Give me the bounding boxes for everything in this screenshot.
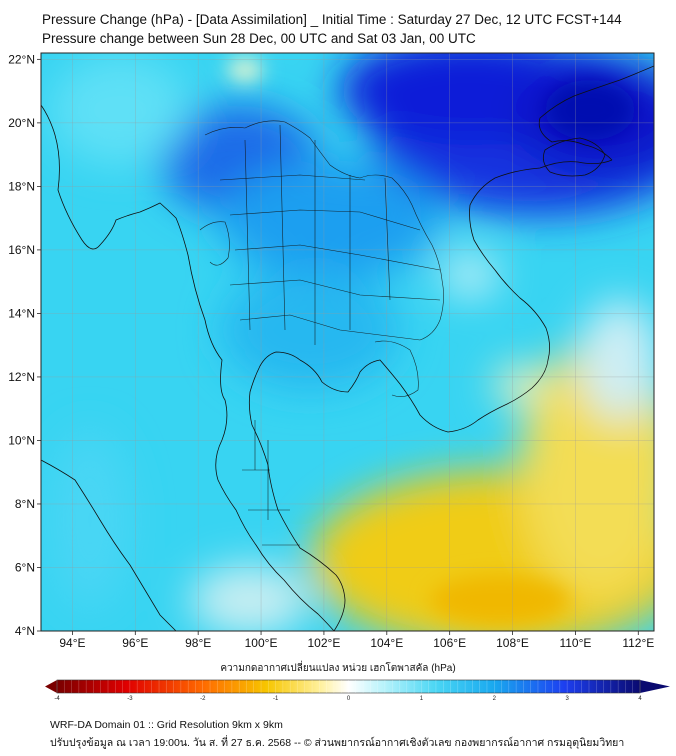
lat-label: 20°N bbox=[8, 116, 35, 130]
lat-label: 14°N bbox=[8, 306, 35, 320]
lon-label: 96°E bbox=[122, 636, 148, 650]
colorbar-low-extension bbox=[45, 680, 57, 693]
colorbar-tick-label: -4 bbox=[54, 696, 60, 702]
longitude-labels: 94°E 96°E 98°E 100°E 102°E 104°E 106°E 108°E 110… bbox=[59, 631, 654, 650]
lon-label: 110°E bbox=[559, 636, 591, 650]
colorbar-tick-label: -2 bbox=[200, 696, 206, 702]
lon-label: 106°E bbox=[433, 636, 466, 650]
lat-label: 10°N bbox=[8, 433, 35, 447]
map-subtitle: Pressure change between Sun 28 Dec, 00 U… bbox=[42, 31, 476, 46]
colorbar: -4 -3 -2 -1 0 1 2 3 4 bbox=[45, 679, 670, 702]
graticule bbox=[41, 53, 654, 631]
colorbar-tick-label: 0 bbox=[347, 696, 351, 702]
lon-label: 100°E bbox=[245, 636, 278, 650]
colorbar-tick-label: 2 bbox=[493, 696, 497, 702]
lon-label: 112°E bbox=[622, 636, 654, 650]
lon-label: 94°E bbox=[59, 636, 85, 650]
colorbar-tick-label: -1 bbox=[273, 696, 279, 702]
footer-credit: ปรับปรุงข้อมูล ณ เวลา 19:00น. วัน ส. ที่… bbox=[50, 737, 625, 749]
lat-label: 12°N bbox=[8, 370, 35, 384]
colorbar-high-extension bbox=[640, 680, 670, 693]
colorbar-tick-label: 1 bbox=[420, 696, 424, 702]
latitude-labels: 22°N 20°N 18°N 16°N 14°N 12°N 10°N 8°N 6°N 4°N bbox=[8, 52, 41, 638]
lon-label: 102°E bbox=[308, 636, 341, 650]
lon-label: 104°E bbox=[370, 636, 403, 650]
colorbar-ticks: -4 -3 -2 -1 0 1 2 3 4 bbox=[54, 680, 642, 702]
lat-label: 8°N bbox=[15, 497, 35, 511]
colorbar-tick-label: -3 bbox=[127, 696, 133, 702]
colorbar-tick-label: 4 bbox=[638, 696, 642, 702]
colorbar-title: ความกดอากาศเปลี่ยนแปลง หน่วย เฮกโตพาสคัล… bbox=[220, 663, 456, 674]
lat-label: 4°N bbox=[15, 624, 35, 638]
map-frame bbox=[40, 52, 655, 632]
colorbar-gradient bbox=[57, 680, 640, 693]
lon-label: 98°E bbox=[185, 636, 211, 650]
province-boundaries bbox=[199, 120, 444, 546]
lat-label: 22°N bbox=[8, 52, 35, 66]
map-title: Pressure Change (hPa) - [Data Assimilati… bbox=[42, 12, 622, 27]
lon-label: 108°E bbox=[496, 636, 529, 650]
pressure-field bbox=[41, 53, 654, 631]
lat-label: 6°N bbox=[15, 560, 35, 574]
lat-label: 16°N bbox=[8, 243, 35, 257]
colorbar-tick-label: 3 bbox=[565, 696, 569, 702]
footer-resolution: WRF-DA Domain 01 :: Grid Resolution 9km … bbox=[50, 719, 283, 731]
lat-label: 18°N bbox=[8, 179, 35, 193]
